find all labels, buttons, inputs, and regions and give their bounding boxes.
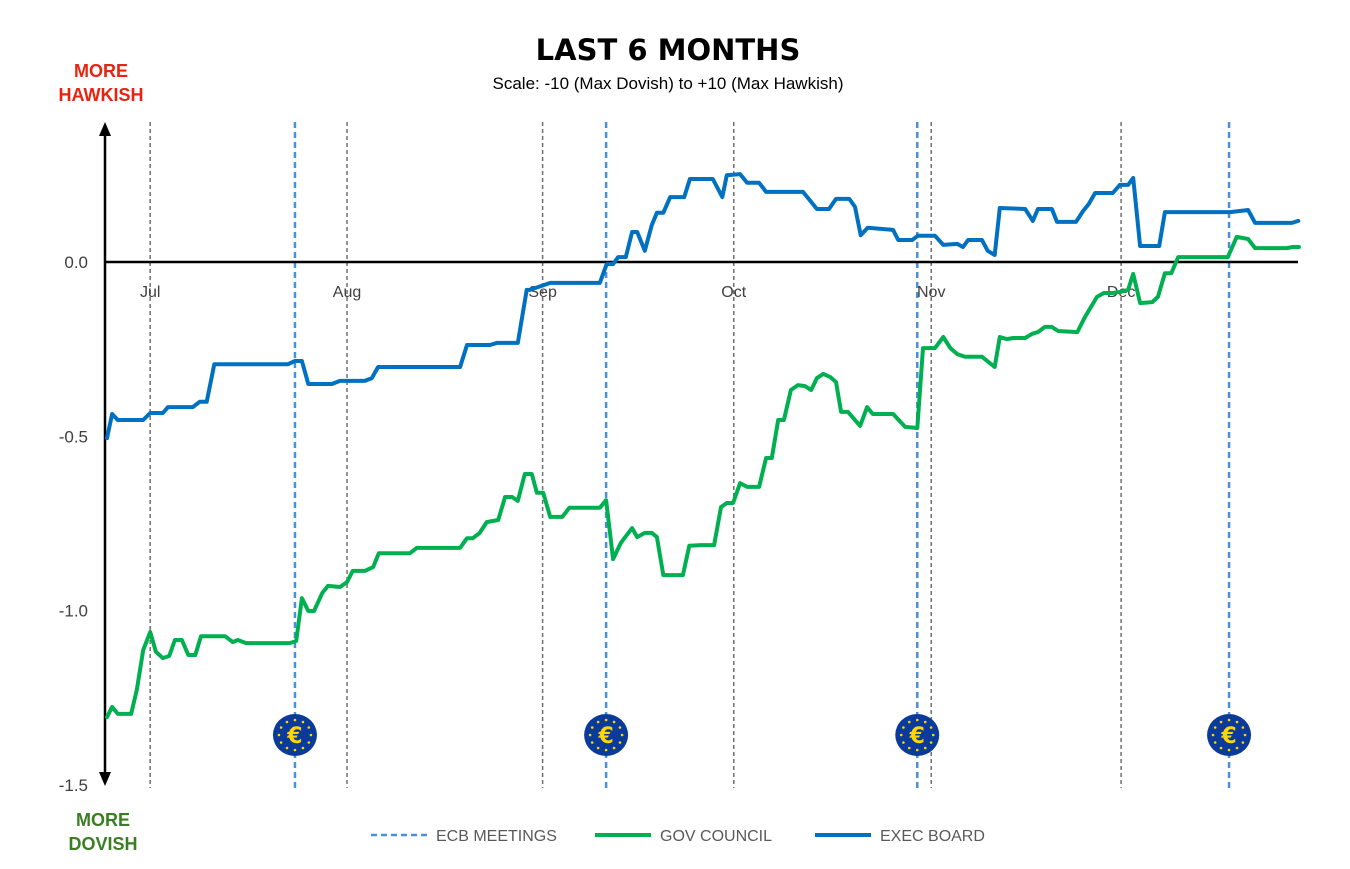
euro-icon-star [293, 748, 297, 752]
euro-icon-star [1241, 741, 1245, 744]
euro-icon-star [309, 733, 313, 737]
ecb-euro-icon: € [584, 714, 629, 756]
ecb-meeting-lines [293, 122, 1231, 788]
euro-icon-star [285, 720, 289, 724]
ecb-icons: € € € € [272, 714, 1252, 756]
euro-icon-star [604, 748, 608, 752]
euro-icon-star [307, 726, 311, 729]
euro-icon-star [1213, 726, 1217, 729]
euro-icon-star [293, 718, 297, 722]
euro-icon-star [1227, 748, 1231, 752]
euro-icon-star [1235, 720, 1239, 724]
legend-exec-label: EXEC BOARD [880, 828, 985, 845]
euro-icon-disc [584, 714, 629, 756]
euro-icon-star [902, 726, 905, 729]
y-tick-label: -1.5 [59, 776, 88, 795]
hawkish-label-line1: MORE [74, 61, 128, 81]
euro-icon-star [279, 726, 283, 729]
euro-icon-star [279, 741, 283, 744]
gov-council-line [105, 234, 1301, 720]
euro-icon-star [902, 741, 905, 744]
euro-icon-disc [895, 714, 940, 756]
euro-icon-star [612, 720, 616, 724]
arrow-down-icon [99, 772, 111, 786]
euro-icon-star [915, 718, 919, 722]
y-tick-label: -1.0 [59, 602, 88, 621]
month-label: Oct [721, 284, 746, 301]
euro-icon-glyph: € [286, 724, 302, 749]
chart-title: LAST 6 MONTHS [536, 33, 801, 67]
euro-icon-disc [272, 714, 317, 756]
euro-icon-star [1243, 733, 1247, 737]
euro-icon-star [923, 720, 927, 724]
euro-icon-star [618, 726, 622, 729]
euro-icon-glyph: € [909, 724, 925, 749]
euro-icon-star [923, 746, 927, 750]
euro-icon-star [590, 726, 594, 729]
euro-icon-star [1213, 741, 1217, 744]
euro-icon-star [590, 741, 594, 744]
euro-icon-star [604, 718, 608, 722]
euro-icon-star [301, 720, 305, 724]
dovish-label-line2: DOVISH [68, 834, 137, 854]
month-labels: Jul Aug Sep Oct Nov Dec [140, 284, 1135, 301]
month-label: Aug [333, 284, 361, 301]
euro-icon-star [915, 748, 919, 752]
euro-icon-star [929, 726, 933, 729]
exec-board-line [105, 172, 1301, 441]
gridlines [149, 122, 1122, 788]
euro-icon-star [931, 733, 935, 737]
axes [99, 122, 1298, 786]
euro-icon-glyph: € [1220, 724, 1236, 749]
euro-icon-star [899, 733, 903, 737]
month-label: Nov [917, 284, 945, 301]
euro-icon-star [1241, 726, 1245, 729]
euro-icon-star [907, 746, 911, 750]
euro-icon-star [285, 746, 289, 750]
euro-icon-star [907, 720, 911, 724]
euro-icon-star [929, 741, 933, 744]
ecb-euro-icon: € [272, 714, 317, 756]
euro-icon-star [618, 741, 622, 744]
euro-icon-star [301, 746, 305, 750]
hawkish-label-line2: HAWKISH [59, 85, 144, 105]
euro-icon-glyph: € [597, 724, 613, 749]
series-lines [105, 172, 1301, 720]
legend-ecb-label: ECB MEETINGS [436, 828, 557, 845]
y-tick-labels: 0.0 -0.5 -1.0 -1.5 [59, 253, 88, 795]
ecb-euro-icon: € [895, 714, 940, 756]
euro-icon-disc [1207, 714, 1252, 756]
euro-icon-star [612, 746, 616, 750]
euro-icon-star [596, 720, 600, 724]
euro-icon-star [1219, 746, 1223, 750]
y-tick-label: 0.0 [64, 253, 88, 272]
euro-icon-star [277, 733, 281, 737]
ecb-euro-icon: € [1207, 714, 1252, 756]
month-label: Jul [140, 284, 160, 301]
euro-icon-star [620, 733, 624, 737]
dovish-label-line1: MORE [76, 810, 130, 830]
chart-subtitle: Scale: -10 (Max Dovish) to +10 (Max Hawk… [493, 74, 844, 93]
euro-icon-star [307, 741, 311, 744]
euro-icon-star [1219, 720, 1223, 724]
arrow-up-icon [99, 122, 111, 136]
euro-icon-star [596, 746, 600, 750]
legend-gov-label: GOV COUNCIL [660, 828, 772, 845]
legend: ECB MEETINGS GOV COUNCIL EXEC BOARD [371, 828, 985, 845]
euro-icon-star [1211, 733, 1215, 737]
euro-icon-star [1235, 746, 1239, 750]
euro-icon-star [1227, 718, 1231, 722]
y-tick-label: -0.5 [59, 427, 88, 446]
euro-icon-star [588, 733, 592, 737]
